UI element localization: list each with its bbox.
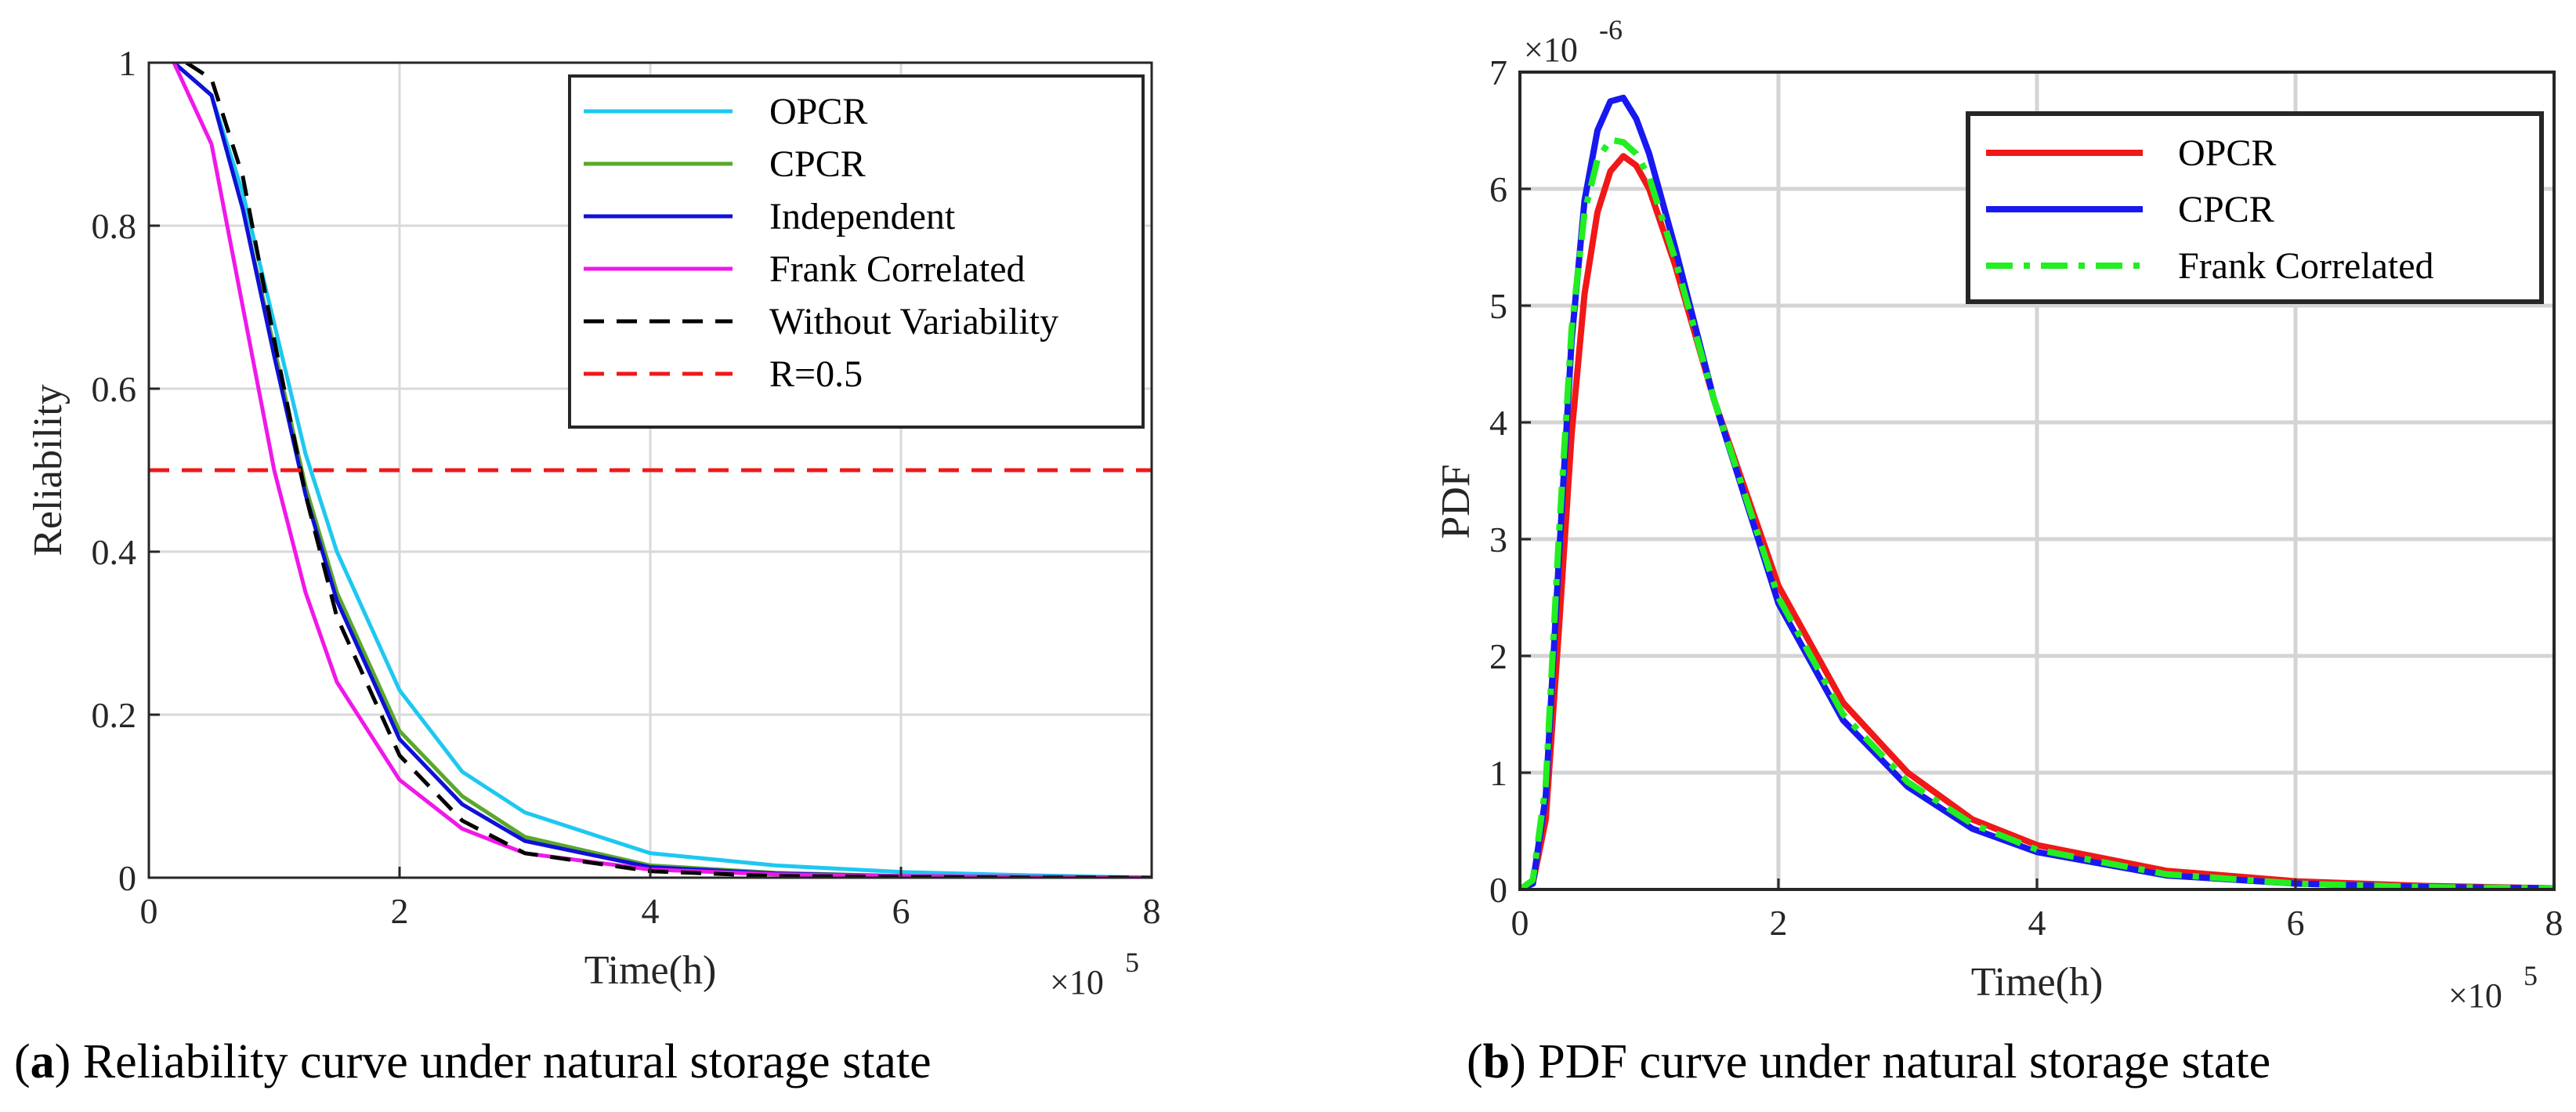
pdf-chart: 0 2 4 6 8 0 1 2 3 4 5 6 7 OPCR CPCR Frank Correlated P… [1434,14,2563,1088]
x-multiplier-a: ×10 5 [1050,947,1139,1002]
caption-text-a: Reliability curve under natural storage … [83,1035,932,1088]
y-tick-label: 1 [1489,753,1507,793]
y-tick-label: 6 [1489,169,1507,209]
caption-label-a: a [31,1035,55,1088]
x-tick-label: 2 [391,891,409,931]
x-tick-label: 4 [2028,903,2046,943]
legend-label-r-0-5: R=0.5 [769,353,863,395]
y-tick-label: 5 [1489,286,1507,326]
legend-label-opcr: OPCR [769,91,867,132]
legend-label-frank-correlated: Frank Correlated [2178,245,2434,287]
xlabel-a: Time(h) [584,948,717,993]
caption-a: (a) Reliability curve under natural stor… [14,1035,932,1088]
series-line-frank-correlated [1520,136,2554,889]
x-tick-label: 2 [1770,903,1788,943]
caption-text-b: PDF curve under natural storage state [1538,1035,2270,1088]
ticks-a: 0 2 4 6 8 0 0.2 0.4 0.6 0.8 1 [92,43,1161,931]
x-tick-label: 6 [2287,903,2305,943]
y-tick-label: 3 [1489,520,1507,560]
y-multiplier-b: ×10 -6 [1524,14,1623,69]
x-multiplier-b: ×10 5 [2448,960,2538,1015]
legend-box-a [568,74,1145,429]
y-tick-label: 2 [1489,636,1507,676]
reliability-chart: 0 2 4 6 8 0 0.2 0.4 0.6 0.8 1 OPCR CPCR Independent F… [14,43,1161,1088]
x-tick-label: 0 [1511,903,1529,943]
svg-text:-6: -6 [1599,14,1623,45]
svg-text:×10: ×10 [2448,976,2502,1015]
svg-text:×10: ×10 [1050,963,1104,1002]
series-line-opcr [172,63,1152,878]
legend-label-cpcr: CPCR [769,143,866,185]
y-tick-label: 0 [118,858,136,898]
caption-b: (b) PDF curve under natural storage stat… [1467,1035,2270,1088]
legend-b: OPCR CPCR Frank Correlated [1966,111,2544,304]
svg-text:5: 5 [2524,960,2538,991]
y-tick-label: 7 [1489,53,1507,92]
ticks-b: 0 2 4 6 8 0 1 2 3 4 5 6 7 [1489,53,2563,943]
ylabel-a: Reliability [26,384,71,556]
y-tick-label: 4 [1489,403,1507,443]
ylabel-b: PDF [1434,464,1478,538]
x-tick-label: 0 [140,891,158,931]
y-tick-label: 1 [118,43,136,83]
y-tick-label: 0.8 [92,206,137,246]
x-tick-label: 8 [2545,903,2563,943]
x-tick-label: 8 [1143,891,1161,931]
legend-label-independent: Independent [769,196,956,237]
series-line-opcr [1520,153,2554,889]
legend-label-without-variability: Without Variability [769,301,1058,342]
legend-a: OPCR CPCR Independent Frank Correlated Witho… [568,74,1145,429]
y-tick-label: 0 [1489,870,1507,910]
y-tick-label: 0.2 [92,695,137,735]
legend-label-cpcr: CPCR [2178,189,2274,230]
legend-label-opcr: OPCR [2178,132,2276,174]
svg-text:×10: ×10 [1524,31,1578,69]
caption-label-b: b [1483,1035,1510,1088]
y-tick-label: 0.6 [92,369,137,409]
series-b [1520,94,2554,889]
xlabel-b: Time(h) [1971,960,2104,1005]
svg-text:(a) Reliability curve under na: (a) Reliability curve under natural stor… [14,1035,932,1088]
svg-text:(b) PDF curve under natural st: (b) PDF curve under natural storage stat… [1467,1035,2270,1088]
svg-text:5: 5 [1125,947,1139,978]
x-tick-label: 4 [642,891,660,931]
legend-label-frank-correlated: Frank Correlated [769,248,1026,290]
x-tick-label: 6 [892,891,910,931]
y-tick-label: 0.4 [92,532,137,572]
